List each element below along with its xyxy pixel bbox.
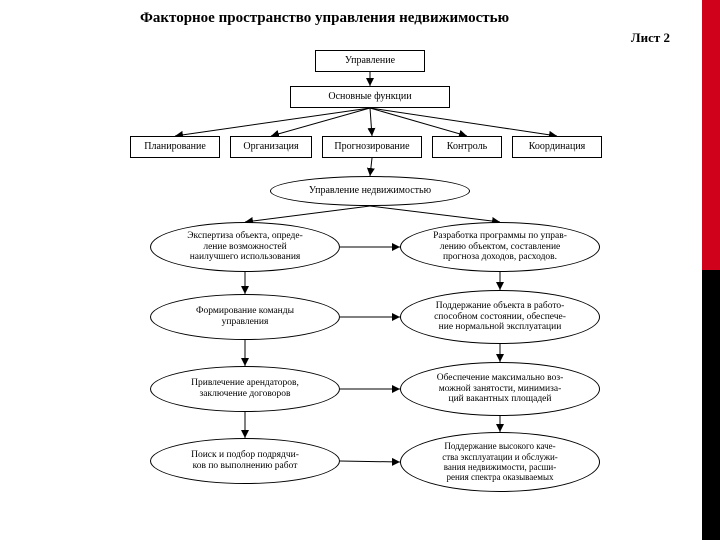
node-n_plan: Планирование xyxy=(130,136,220,158)
node-n_l2: Формирование командыуправления xyxy=(150,294,340,340)
node-n_l3: Привлечение арендаторов,заключение догов… xyxy=(150,366,340,412)
slide-sidebar xyxy=(702,0,720,540)
node-n_ctrl: Контроль xyxy=(432,136,502,158)
node-n_r1: Разработка программы по управ-лению объе… xyxy=(400,222,600,272)
page-number: Лист 2 xyxy=(631,30,670,46)
node-n_coord: Координация xyxy=(512,136,602,158)
page-title: Факторное пространство управления недвиж… xyxy=(140,10,509,27)
node-n_mgmt: Управление xyxy=(315,50,425,72)
node-n_org: Организация xyxy=(230,136,312,158)
node-n_prog: Прогнозирование xyxy=(322,136,422,158)
node-n_r2: Поддержание объекта в работо-способном с… xyxy=(400,290,600,344)
node-n_realmgmt: Управление недвижимостью xyxy=(270,176,470,206)
node-n_l1: Экспертиза объекта, опреде-ление возможн… xyxy=(150,222,340,272)
node-n_r4: Поддержание высокого каче-ства эксплуата… xyxy=(400,432,600,492)
node-n_r3: Обеспечение максимально воз-можной занят… xyxy=(400,362,600,416)
sidebar-black xyxy=(702,270,720,540)
node-n_funcs: Основные функции xyxy=(290,86,450,108)
node-n_l4: Поиск и подбор подрядчи-ков по выполнени… xyxy=(150,438,340,484)
sidebar-red xyxy=(702,0,720,270)
